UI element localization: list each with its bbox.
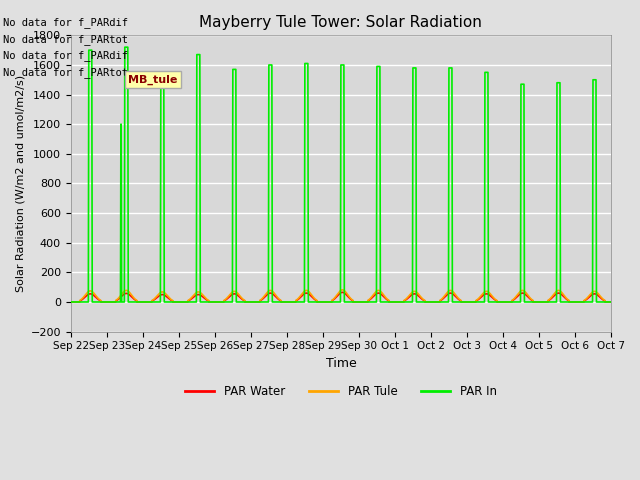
Legend: PAR Water, PAR Tule, PAR In: PAR Water, PAR Tule, PAR In: [180, 380, 502, 403]
Text: MB_tule: MB_tule: [128, 74, 177, 84]
X-axis label: Time: Time: [326, 357, 356, 370]
Text: No data for f_PARtot: No data for f_PARtot: [3, 34, 128, 45]
Title: Mayberry Tule Tower: Solar Radiation: Mayberry Tule Tower: Solar Radiation: [200, 15, 483, 30]
Text: No data for f_PARdif: No data for f_PARdif: [3, 17, 128, 28]
Y-axis label: Solar Radiation (W/m2 and umol/m2/s): Solar Radiation (W/m2 and umol/m2/s): [15, 75, 25, 292]
Text: No data for f_PARtot: No data for f_PARtot: [3, 67, 128, 78]
Text: No data for f_PARdif: No data for f_PARdif: [3, 50, 128, 61]
